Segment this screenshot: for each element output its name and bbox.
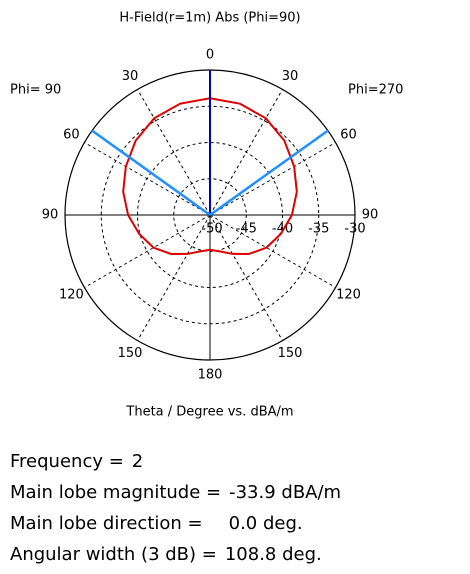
spoke — [137, 214, 211, 341]
spoke — [209, 89, 283, 216]
right-label: Phi=270 — [348, 83, 403, 98]
spoke — [209, 214, 283, 341]
chart-title: H-Field(r=1m) Abs (Phi=90) — [119, 11, 300, 26]
theta-tick-label: 90 — [42, 208, 59, 223]
series-line — [122, 97, 298, 255]
theta-tick-label: 180 — [198, 368, 223, 383]
left-label: Phi= 90 — [10, 83, 61, 98]
r-tick-label: -35 — [308, 222, 329, 237]
theta-tick-label: 90 — [362, 208, 379, 223]
info-line: Angular width (3 dB) = 108.8 deg. — [10, 544, 322, 565]
spoke — [209, 214, 336, 288]
theta-tick-label: 120 — [59, 288, 84, 303]
theta-tick-label: 120 — [336, 288, 361, 303]
width-line — [209, 129, 329, 217]
width-line — [91, 129, 211, 217]
theta-tick-label: 30 — [282, 69, 299, 84]
info-line: Frequency = 2 — [10, 451, 143, 472]
theta-tick-label: 0 — [206, 48, 214, 63]
info-label: Main lobe direction = — [10, 513, 203, 534]
spoke — [84, 214, 211, 288]
theta-tick-label: 30 — [122, 69, 139, 84]
info-value: 108.8 deg. — [225, 544, 322, 565]
r-tick-label: -50 — [201, 222, 222, 237]
theta-tick-label: 60 — [340, 128, 357, 143]
info-label: Frequency = — [10, 451, 124, 472]
theta-tick-label: 150 — [278, 346, 303, 361]
info-value: -33.9 dBA/m — [229, 482, 341, 503]
spoke — [84, 142, 211, 216]
info-line: Main lobe direction = 0.0 deg. — [10, 513, 303, 534]
spoke — [137, 89, 211, 216]
info-line: Main lobe magnitude = -33.9 dBA/m — [10, 482, 341, 503]
info-value: 0.0 deg. — [229, 513, 303, 534]
info-value: 2 — [132, 451, 143, 472]
spoke — [209, 142, 336, 216]
r-tick-label: -30 — [344, 222, 365, 237]
theta-tick-label: 150 — [118, 346, 143, 361]
r-tick-label: -45 — [236, 222, 257, 237]
axis-label: Theta / Degree vs. dBA/m — [125, 405, 293, 420]
info-label: Angular width (3 dB) = — [10, 544, 217, 565]
info-label: Main lobe magnitude = — [10, 482, 221, 503]
theta-tick-label: 60 — [63, 128, 80, 143]
